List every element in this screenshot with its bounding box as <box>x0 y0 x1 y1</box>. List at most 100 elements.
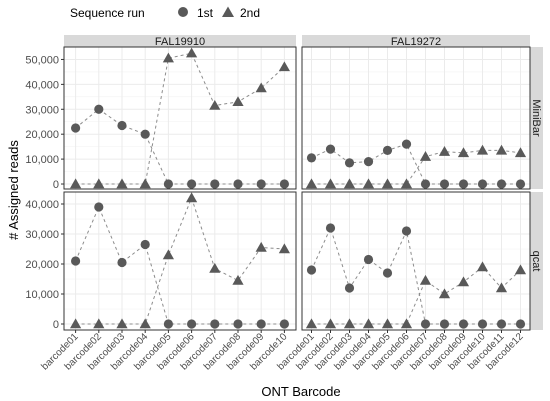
point-2nd-barcode10 <box>476 261 489 272</box>
panel-MiniBar-FAL19910 <box>63 46 297 190</box>
panel-MiniBar-FAL19272 <box>301 46 531 190</box>
series-line-2nd <box>75 196 285 325</box>
panel-qcat-FAL19910 <box>63 191 297 331</box>
point-2nd-barcode06 <box>400 318 413 329</box>
point-2nd-barcode02 <box>324 178 337 189</box>
point-1st-barcode09 <box>458 319 469 329</box>
y-tick-label: 0 <box>53 179 59 191</box>
point-1st-barcode01 <box>71 256 81 266</box>
point-2nd-barcode09 <box>457 147 470 158</box>
point-1st-barcode05 <box>163 319 173 329</box>
point-1st-barcode08 <box>439 179 450 189</box>
point-2nd-barcode01 <box>70 318 82 329</box>
y-tick-label: 10,000 <box>25 289 59 301</box>
point-2nd-barcode02 <box>93 178 105 189</box>
point-1st-barcode09 <box>256 179 266 189</box>
panel-background <box>302 47 530 189</box>
y-tick-label: 50,000 <box>25 54 59 66</box>
x-axis-title: ONT Barcode <box>261 384 340 399</box>
y-axis-title-group: # Assigned reads <box>6 140 21 240</box>
point-1st-barcode12 <box>515 319 526 329</box>
point-2nd-barcode05 <box>162 52 174 63</box>
panel-border <box>63 191 297 331</box>
point-2nd-barcode10 <box>278 243 290 254</box>
facet-label-FAL19910: FAL19910 <box>155 36 205 48</box>
point-2nd-barcode01 <box>305 318 318 329</box>
point-1st-barcode04 <box>140 239 150 250</box>
y-tick-label: 0 <box>53 319 59 331</box>
y-tick-label: 40,000 <box>25 79 59 91</box>
point-1st-barcode09 <box>458 179 469 189</box>
point-1st-barcode01 <box>306 153 317 163</box>
point-1st-barcode11 <box>496 319 507 329</box>
facet-strip-FAL19910 <box>64 35 296 47</box>
point-1st-barcode07 <box>420 179 431 189</box>
y-tick-label: 20,000 <box>25 259 59 271</box>
point-2nd-barcode04 <box>362 318 375 329</box>
point-1st-barcode12 <box>515 179 526 189</box>
panel-background <box>302 192 530 330</box>
point-2nd-barcode11 <box>495 282 508 293</box>
legend-label-1st: 1st <box>197 6 214 20</box>
point-1st-barcode10 <box>477 319 488 329</box>
panel-border <box>301 46 531 190</box>
point-1st-barcode04 <box>140 129 150 139</box>
point-2nd-barcode07 <box>419 274 432 285</box>
point-2nd-barcode10 <box>476 144 489 155</box>
point-1st-barcode08 <box>439 319 450 329</box>
point-1st-barcode05 <box>382 145 393 155</box>
point-2nd-barcode07 <box>209 99 221 110</box>
point-1st-barcode02 <box>94 202 104 212</box>
point-2nd-barcode08 <box>232 274 244 285</box>
point-2nd-barcode08 <box>438 146 451 156</box>
point-1st-barcode05 <box>163 179 173 189</box>
panel-background <box>64 47 296 189</box>
point-2nd-barcode01 <box>70 178 82 189</box>
point-2nd-barcode07 <box>419 151 432 161</box>
point-1st-barcode06 <box>401 226 412 236</box>
point-2nd-barcode03 <box>343 318 356 329</box>
legend-marker-2nd <box>222 6 234 17</box>
y-tick-label: 20,000 <box>25 129 59 141</box>
y-axis-title: # Assigned reads <box>6 140 21 240</box>
series-line-1st <box>75 108 285 185</box>
legend-label-2nd: 2nd <box>240 6 260 20</box>
point-1st-barcode03 <box>117 257 127 268</box>
point-1st-barcode05 <box>382 268 393 278</box>
point-1st-barcode06 <box>401 139 412 149</box>
point-1st-barcode08 <box>233 319 243 329</box>
point-1st-barcode09 <box>256 319 266 329</box>
point-2nd-barcode05 <box>381 318 394 329</box>
point-1st-barcode08 <box>233 179 243 189</box>
point-1st-barcode03 <box>117 120 127 131</box>
point-2nd-barcode09 <box>255 241 267 252</box>
point-1st-barcode02 <box>325 144 336 154</box>
point-1st-barcode10 <box>279 179 289 189</box>
point-1st-barcode04 <box>363 254 374 265</box>
point-2nd-barcode02 <box>324 318 337 329</box>
facet-label-FAL19272: FAL19272 <box>391 36 441 48</box>
point-2nd-barcode06 <box>186 192 198 203</box>
point-2nd-barcode04 <box>139 318 151 329</box>
point-2nd-barcode09 <box>255 82 267 93</box>
legend-marker-1st <box>178 7 188 17</box>
point-1st-barcode03 <box>344 283 355 293</box>
series-line-1st <box>311 143 521 185</box>
legend-title: Sequence run <box>70 6 145 20</box>
series-line-1st <box>75 205 285 325</box>
point-2nd-barcode08 <box>438 288 451 299</box>
point-1st-barcode10 <box>477 179 488 189</box>
point-1st-barcode01 <box>306 265 317 275</box>
point-2nd-barcode06 <box>186 47 198 58</box>
point-1st-barcode07 <box>420 319 431 329</box>
point-2nd-barcode08 <box>232 96 244 107</box>
point-2nd-barcode11 <box>495 144 508 155</box>
point-2nd-barcode02 <box>93 318 105 329</box>
y-tick-label: 30,000 <box>25 104 59 116</box>
point-2nd-barcode03 <box>116 318 128 329</box>
plot-area: FAL19910 FAL19272 MiniBar qcat 0 10,000 20,000… <box>25 35 543 373</box>
point-1st-barcode01 <box>71 123 81 133</box>
point-1st-barcode10 <box>279 319 289 329</box>
panel-border <box>63 46 297 190</box>
